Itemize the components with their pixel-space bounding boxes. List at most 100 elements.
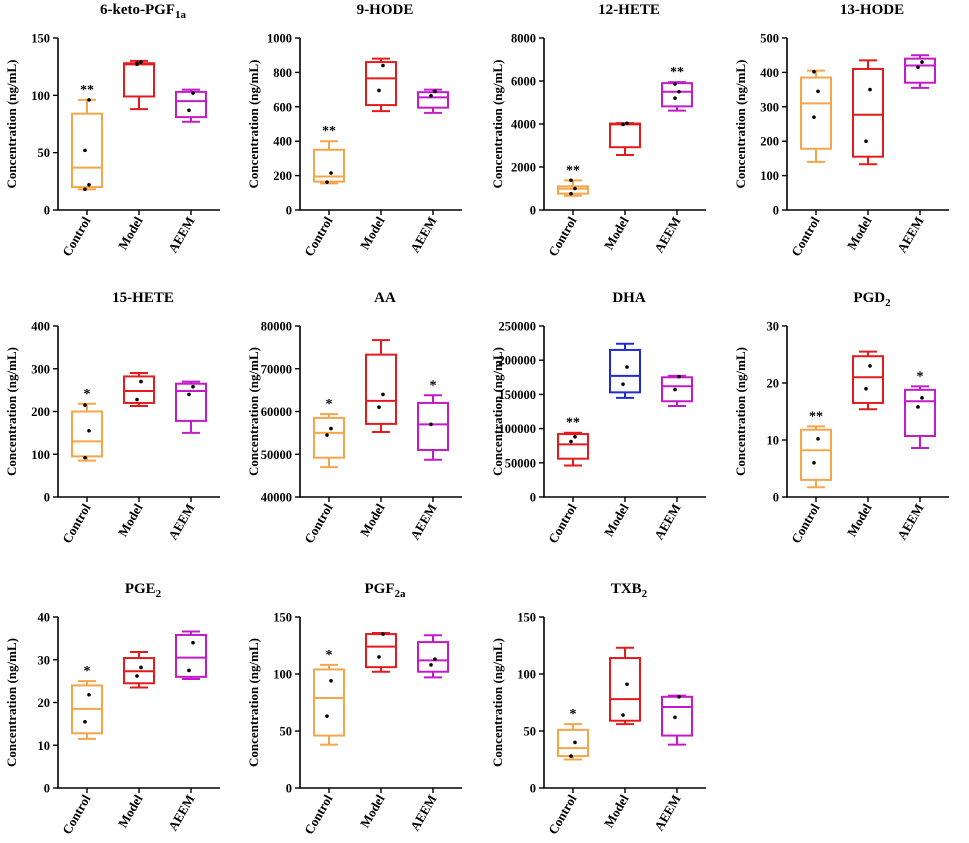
y-tick-label: 10 [38,739,51,753]
y-tick-label: 10 [767,434,780,448]
box-control: ** [71,83,103,192]
x-tick-label: Model [115,214,146,252]
significance-mark: ** [670,65,684,80]
panel-title: PGF2a [365,581,407,600]
x-tick-label: Control [301,792,336,837]
y-tick-label: 0 [44,491,50,505]
panel-title-main: 6-keto-PGF [100,2,175,18]
data-point [325,714,329,718]
y-tick-label: 50 [38,146,51,160]
box-iqr [365,61,397,107]
y-tick-label: 400 [31,320,50,334]
y-axis-label: Concentration (ng/mL) [733,60,748,189]
box-iqr [904,388,936,438]
data-point [916,65,920,70]
x-tick-label: AEEM [651,792,683,833]
y-tick-label: 150 [31,32,50,46]
data-point [381,392,385,397]
data-point [429,663,433,667]
significance-mark: ** [809,409,823,424]
data-point [673,96,677,100]
data-point [377,88,381,93]
box-control: * [313,397,345,469]
x-tick-label: Control [59,214,94,259]
panel-title-main: PGD [853,290,885,306]
data-point [569,178,573,183]
data-point [191,384,195,389]
data-point [83,403,87,407]
y-tick-label: 4000 [511,118,536,132]
x-tick-label: Model [357,792,388,830]
data-point [868,87,872,92]
y-axis-label: Concentration (ng/mL) [4,347,19,476]
y-tick-label: 300 [31,362,50,376]
y-tick-label: 40 [38,611,51,625]
y-tick-label: 300 [760,100,779,114]
x-tick-label: Model [601,792,632,830]
y-axis-label: Concentration (ng/mL) [490,347,505,476]
data-point [864,139,868,143]
data-point [139,379,143,384]
x-tick-label: Control [59,501,94,546]
y-tick-label: 500 [760,32,779,46]
box-control: ** [557,163,589,197]
x-tick-label: Control [545,501,580,546]
data-point [677,695,681,699]
y-tick-label: 100 [31,89,50,103]
y-tick-label: 70000 [261,362,292,376]
y-axis-label: Concentration (ng/mL) [4,638,19,767]
box-iqr [71,410,103,458]
data-point [812,115,816,119]
box-iqr [417,91,449,109]
box-aeem: * [904,369,936,449]
data-point [187,108,191,113]
x-tick-label: Control [545,792,580,837]
significance-mark: ** [566,416,580,431]
significance-mark: * [570,707,577,722]
data-point [329,171,333,175]
panel-title: PGE2 [125,581,162,600]
y-tick-label: 80000 [261,320,292,334]
box-iqr [175,633,207,678]
box-iqr [365,633,397,669]
box-control: * [313,648,345,746]
panel-title-main: 13-HODE [840,2,904,18]
panel-title-main: 15-HETE [112,290,174,306]
data-point [569,439,573,444]
box-model [852,350,884,411]
panel-pgf2a: PGF2a Concentration (ng/mL) 0 50 100 150 Contr… [246,581,462,837]
panel-title: DHA [612,290,646,306]
significance-mark: * [326,648,333,663]
data-point [83,187,87,192]
box-aeem [417,634,449,679]
data-point [191,91,195,95]
panel-title: 13-HODE [840,2,904,18]
box-model [365,57,397,113]
x-tick-label: Control [545,214,580,259]
y-tick-label: 100 [273,668,292,682]
data-point [812,69,816,74]
panel-9-hode: 9-HODE Concentration (ng/mL) 0 200 400 600 800… [246,2,462,259]
panel-title-main: PGF [365,581,395,597]
data-point [381,63,385,68]
x-tick-label: Model [115,792,146,830]
data-point [677,374,681,379]
x-tick-label: AEEM [894,214,926,255]
x-tick-label: Control [788,501,823,546]
y-tick-label: 400 [760,66,779,80]
data-point [135,397,139,402]
x-tick-label: Model [844,214,875,252]
y-tick-label: 30 [767,320,780,334]
box-iqr [417,641,449,673]
box-iqr [557,433,589,460]
y-tick-label: 100 [31,448,50,462]
x-tick-label: Control [59,792,94,837]
box-aeem [175,380,207,434]
box-iqr [557,185,589,195]
significance-mark: * [84,387,91,402]
box-model [852,59,884,166]
y-axis-label: Concentration (ng/mL) [246,347,261,476]
y-tick-label: 100000 [499,422,537,436]
data-point [83,148,87,153]
data-point [329,679,333,683]
